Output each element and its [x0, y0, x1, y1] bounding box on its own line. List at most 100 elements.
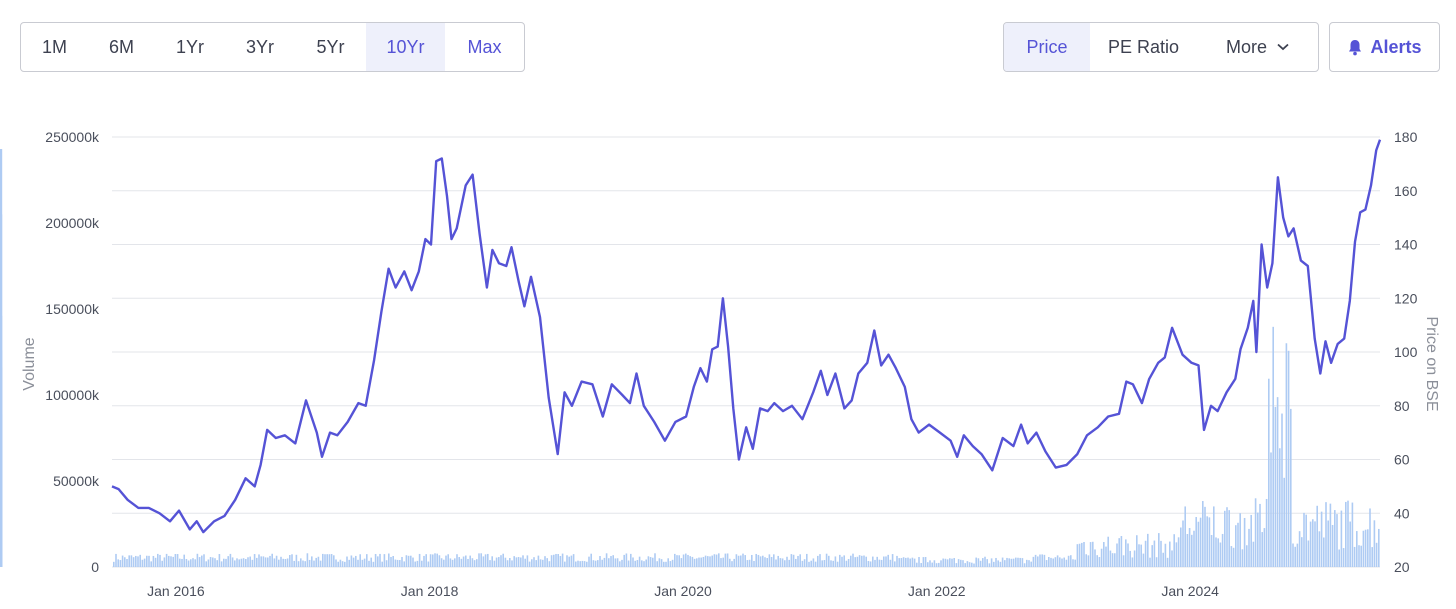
volume-bar: [251, 559, 254, 567]
view-button-pe-ratio[interactable]: PE Ratio: [1090, 23, 1197, 71]
volume-bar: [632, 557, 634, 567]
volume-bar: [909, 558, 911, 567]
alerts-button[interactable]: Alerts: [1329, 22, 1440, 72]
volume-bar: [792, 554, 795, 567]
volume-bar: [304, 561, 306, 567]
range-button-3yr[interactable]: 3Yr: [245, 36, 274, 57]
volume-bar: [1294, 546, 1296, 567]
volume-bar: [341, 561, 344, 567]
volume-bar: [759, 556, 762, 567]
volume-bar: [390, 556, 392, 567]
volume-bar: [449, 558, 452, 567]
volume-bar: [594, 560, 597, 567]
volume-bar: [383, 554, 386, 567]
volume-bar: [1034, 554, 1037, 567]
volume-bar: [775, 559, 777, 567]
volume-bar: [966, 561, 969, 567]
volume-bar: [526, 555, 529, 567]
volume-bar: [344, 561, 346, 567]
volume-bar: [429, 554, 432, 567]
volume-bar: [1140, 544, 1142, 567]
volume-bar: [757, 554, 760, 567]
volume-bar: [504, 557, 507, 567]
volume-bar: [841, 556, 843, 567]
volume-bar: [1023, 563, 1026, 567]
volume-bar: [1197, 521, 1200, 567]
range-button-1m[interactable]: 1M: [41, 36, 67, 57]
volume-bar: [1301, 537, 1303, 567]
volume-bar: [610, 556, 612, 567]
volume-bar: [880, 559, 883, 567]
right-axis-tick: 160: [1394, 183, 1418, 199]
volume-bar: [874, 559, 876, 567]
range-button-max[interactable]: Max: [467, 36, 502, 57]
range-button-5yr[interactable]: 5Yr: [316, 36, 345, 57]
volume-bar: [990, 558, 993, 567]
volume-bar: [207, 559, 210, 567]
volume-bar: [1195, 517, 1197, 567]
volume-bar: [141, 559, 144, 567]
volume-bar: [460, 558, 463, 567]
volume-bar: [894, 561, 896, 567]
volume-bar: [1364, 529, 1367, 567]
volume-bar: [720, 558, 722, 567]
volume-bar: [311, 556, 313, 567]
volume-bar: [1373, 520, 1376, 567]
volume-bar: [115, 553, 117, 567]
volume-bar: [535, 560, 537, 567]
volume-bar: [682, 554, 685, 567]
volume-bar: [1065, 559, 1068, 567]
volume-bar: [784, 560, 786, 567]
volume-bar: [407, 555, 410, 567]
volume-bar: [614, 558, 617, 567]
volume-bar: [1125, 539, 1127, 567]
volume-bar: [955, 563, 958, 567]
x-axis-tick: Jan 2018: [401, 583, 459, 599]
volume-bar: [1072, 559, 1074, 567]
volume-bar: [1309, 521, 1312, 567]
volume-bar: [572, 554, 575, 567]
volume-bar: [500, 555, 502, 567]
range-button-10yr[interactable]: 10Yr: [366, 23, 445, 71]
volume-bar: [845, 560, 848, 567]
volume-bar: [126, 559, 128, 567]
chevron-down-icon: [1277, 43, 1289, 51]
volume-bar: [1232, 547, 1235, 567]
volume-bar: [766, 558, 768, 567]
range-button-6m[interactable]: 6M: [108, 36, 134, 57]
volume-bar: [1032, 556, 1035, 567]
volume-bar: [1193, 530, 1195, 567]
volume-bar: [647, 556, 650, 567]
volume-bar: [1162, 552, 1164, 567]
range-button-1yr[interactable]: 1Yr: [175, 36, 204, 57]
volume-bar: [685, 553, 687, 567]
volume-bar: [1215, 537, 1217, 567]
volume-bar: [940, 560, 942, 567]
volume-bar: [1182, 520, 1184, 567]
volume-bar: [1006, 557, 1008, 567]
volume-bar: [174, 553, 177, 567]
volume-bar: [1142, 553, 1145, 567]
volume-bar: [803, 559, 806, 567]
volume-bar: [777, 555, 779, 567]
volume-bar: [1019, 557, 1021, 567]
volume-bar: [542, 559, 544, 567]
volume-bar: [550, 555, 553, 567]
volume-bar: [302, 560, 304, 567]
volume-bar: [328, 554, 331, 567]
volume-bar: [1094, 549, 1096, 567]
volume-bar: [348, 559, 350, 567]
view-button-price[interactable]: Price: [1004, 23, 1090, 71]
view-button-more[interactable]: More: [1197, 23, 1318, 71]
volume-bar: [878, 559, 881, 567]
volume-bar: [236, 558, 238, 567]
volume-bar: [1166, 557, 1169, 567]
volume-bar: [1070, 555, 1072, 567]
volume-bar: [1250, 514, 1252, 567]
volume-bar: [493, 560, 496, 567]
volume-bar: [590, 553, 592, 567]
volume-bar: [172, 556, 174, 567]
volume-bar: [253, 554, 256, 567]
volume-bar: [352, 557, 355, 567]
volume-bar: [1224, 510, 1226, 567]
